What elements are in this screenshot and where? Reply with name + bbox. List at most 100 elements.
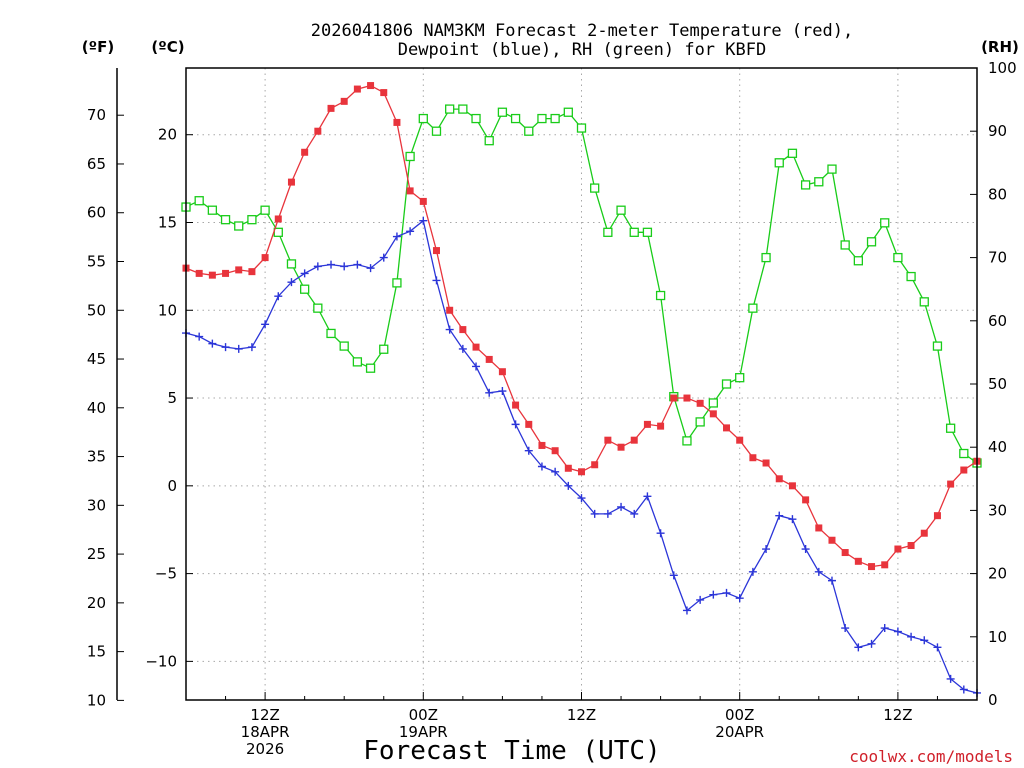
time-tick-label: 2026 bbox=[246, 740, 284, 758]
rh-tick-label: 90 bbox=[988, 122, 1007, 140]
dewpoint-point bbox=[221, 343, 230, 352]
dewpoint-point bbox=[472, 362, 481, 371]
rh-tick-label: 100 bbox=[988, 59, 1017, 77]
dewpoint-point bbox=[643, 492, 652, 501]
unit-rh-label: (RH) bbox=[981, 38, 1019, 56]
dewpoint-point bbox=[432, 276, 441, 285]
rh-point bbox=[247, 215, 257, 225]
celsius-tick-label: −10 bbox=[145, 652, 177, 670]
x-axis-title: Forecast Time (UTC) bbox=[363, 736, 660, 766]
dewpoint-point bbox=[458, 344, 467, 353]
dewpoint-point bbox=[590, 509, 599, 518]
rh-point bbox=[445, 104, 455, 114]
dewpoint-point bbox=[630, 509, 639, 518]
temperature-point bbox=[498, 368, 506, 376]
celsius-tick-label: 20 bbox=[158, 126, 177, 144]
temperature-point bbox=[314, 127, 322, 135]
temperature-point bbox=[235, 266, 243, 274]
rh-point bbox=[194, 196, 204, 206]
temperature-point bbox=[775, 475, 783, 483]
fahrenheit-tick-label: 15 bbox=[87, 643, 106, 661]
temperature-point bbox=[222, 269, 230, 277]
temperature-point bbox=[393, 118, 401, 126]
temperature-point bbox=[274, 215, 282, 223]
fahrenheit-tick-label: 55 bbox=[87, 253, 106, 271]
dewpoint-point bbox=[801, 545, 810, 554]
temperature-point bbox=[828, 536, 836, 544]
time-tick-label: 12Z bbox=[883, 706, 912, 724]
dewpoint-point bbox=[287, 278, 296, 287]
rh-point bbox=[932, 341, 943, 351]
dewpoint-point bbox=[485, 388, 494, 397]
rh-point bbox=[840, 240, 850, 250]
dewpoint-point bbox=[735, 594, 744, 603]
temperature-point bbox=[406, 187, 414, 195]
dewpoint-point bbox=[841, 624, 850, 633]
temperature-point bbox=[960, 466, 968, 474]
celsius-tick-label: 15 bbox=[158, 213, 177, 231]
temperature-point bbox=[947, 480, 955, 488]
rh-point bbox=[761, 252, 771, 263]
dewpoint-point bbox=[300, 269, 309, 278]
rh-point bbox=[721, 379, 732, 389]
unit-fahrenheit-label: (ºF) bbox=[82, 38, 114, 56]
rh-point bbox=[326, 328, 336, 339]
temperature-point bbox=[657, 422, 665, 430]
rh-point bbox=[458, 104, 468, 114]
dewpoint-point bbox=[392, 232, 401, 241]
dewpoint-point bbox=[313, 262, 322, 271]
temperature-point bbox=[868, 563, 876, 571]
rh-tick-label: 80 bbox=[988, 185, 1007, 203]
rh-point bbox=[471, 113, 481, 124]
dewpoint-point bbox=[669, 571, 678, 580]
rh-point bbox=[919, 297, 929, 307]
rh-axis: 0 10 20 30 40 50 60 70 80 90 100 bbox=[970, 59, 1017, 709]
time-tick-label: 18APR bbox=[241, 723, 290, 741]
temperature-point bbox=[327, 104, 335, 112]
dewpoint-point bbox=[682, 606, 691, 615]
rh-point bbox=[800, 180, 811, 190]
rh-point bbox=[550, 113, 560, 124]
dewpoint-point bbox=[551, 467, 560, 476]
dewpoint-point bbox=[524, 446, 533, 455]
dewpoint-point bbox=[762, 545, 771, 554]
temperature-point bbox=[894, 545, 902, 553]
fahrenheit-tick-label: 35 bbox=[87, 448, 106, 466]
dewpoint-point bbox=[696, 595, 705, 604]
temperature-point bbox=[564, 464, 572, 472]
temperature-point bbox=[788, 482, 796, 490]
dewpoint-point bbox=[603, 509, 612, 518]
dewpoint-point bbox=[261, 320, 270, 329]
temperature-point bbox=[920, 529, 928, 537]
dewpoint-point bbox=[854, 643, 863, 652]
dewpoint-point bbox=[577, 494, 586, 503]
temperature-point bbox=[287, 178, 295, 186]
temperature-point bbox=[472, 343, 480, 351]
rh-point bbox=[880, 218, 890, 228]
rh-point bbox=[959, 448, 969, 459]
fahrenheit-tick-label: 25 bbox=[87, 545, 106, 563]
celsius-axis: −10 −5 0 5 10 15 20 bbox=[145, 126, 193, 670]
fahrenheit-tick-label: 70 bbox=[87, 106, 106, 124]
rh-point bbox=[431, 126, 442, 136]
temperature-point bbox=[591, 461, 599, 469]
rh-point bbox=[576, 123, 587, 133]
series-rh bbox=[181, 104, 982, 468]
rh-point bbox=[814, 177, 824, 187]
rh-point bbox=[260, 205, 270, 215]
dewpoint-point bbox=[920, 636, 929, 645]
temperature-point bbox=[208, 271, 216, 279]
dewpoint-point bbox=[419, 216, 428, 225]
temperature-point bbox=[485, 355, 493, 363]
rh-point bbox=[616, 205, 626, 215]
rh-point bbox=[365, 363, 376, 373]
temperature-point bbox=[933, 512, 941, 520]
dewpoint-point bbox=[814, 567, 823, 576]
temperature-point bbox=[353, 85, 361, 93]
dewpoint-point bbox=[748, 567, 757, 576]
temperature-point bbox=[881, 561, 889, 569]
temperature-point bbox=[696, 399, 704, 407]
dewpoint-point bbox=[208, 339, 217, 348]
rh-point bbox=[524, 126, 534, 136]
temperature-point bbox=[841, 549, 849, 557]
